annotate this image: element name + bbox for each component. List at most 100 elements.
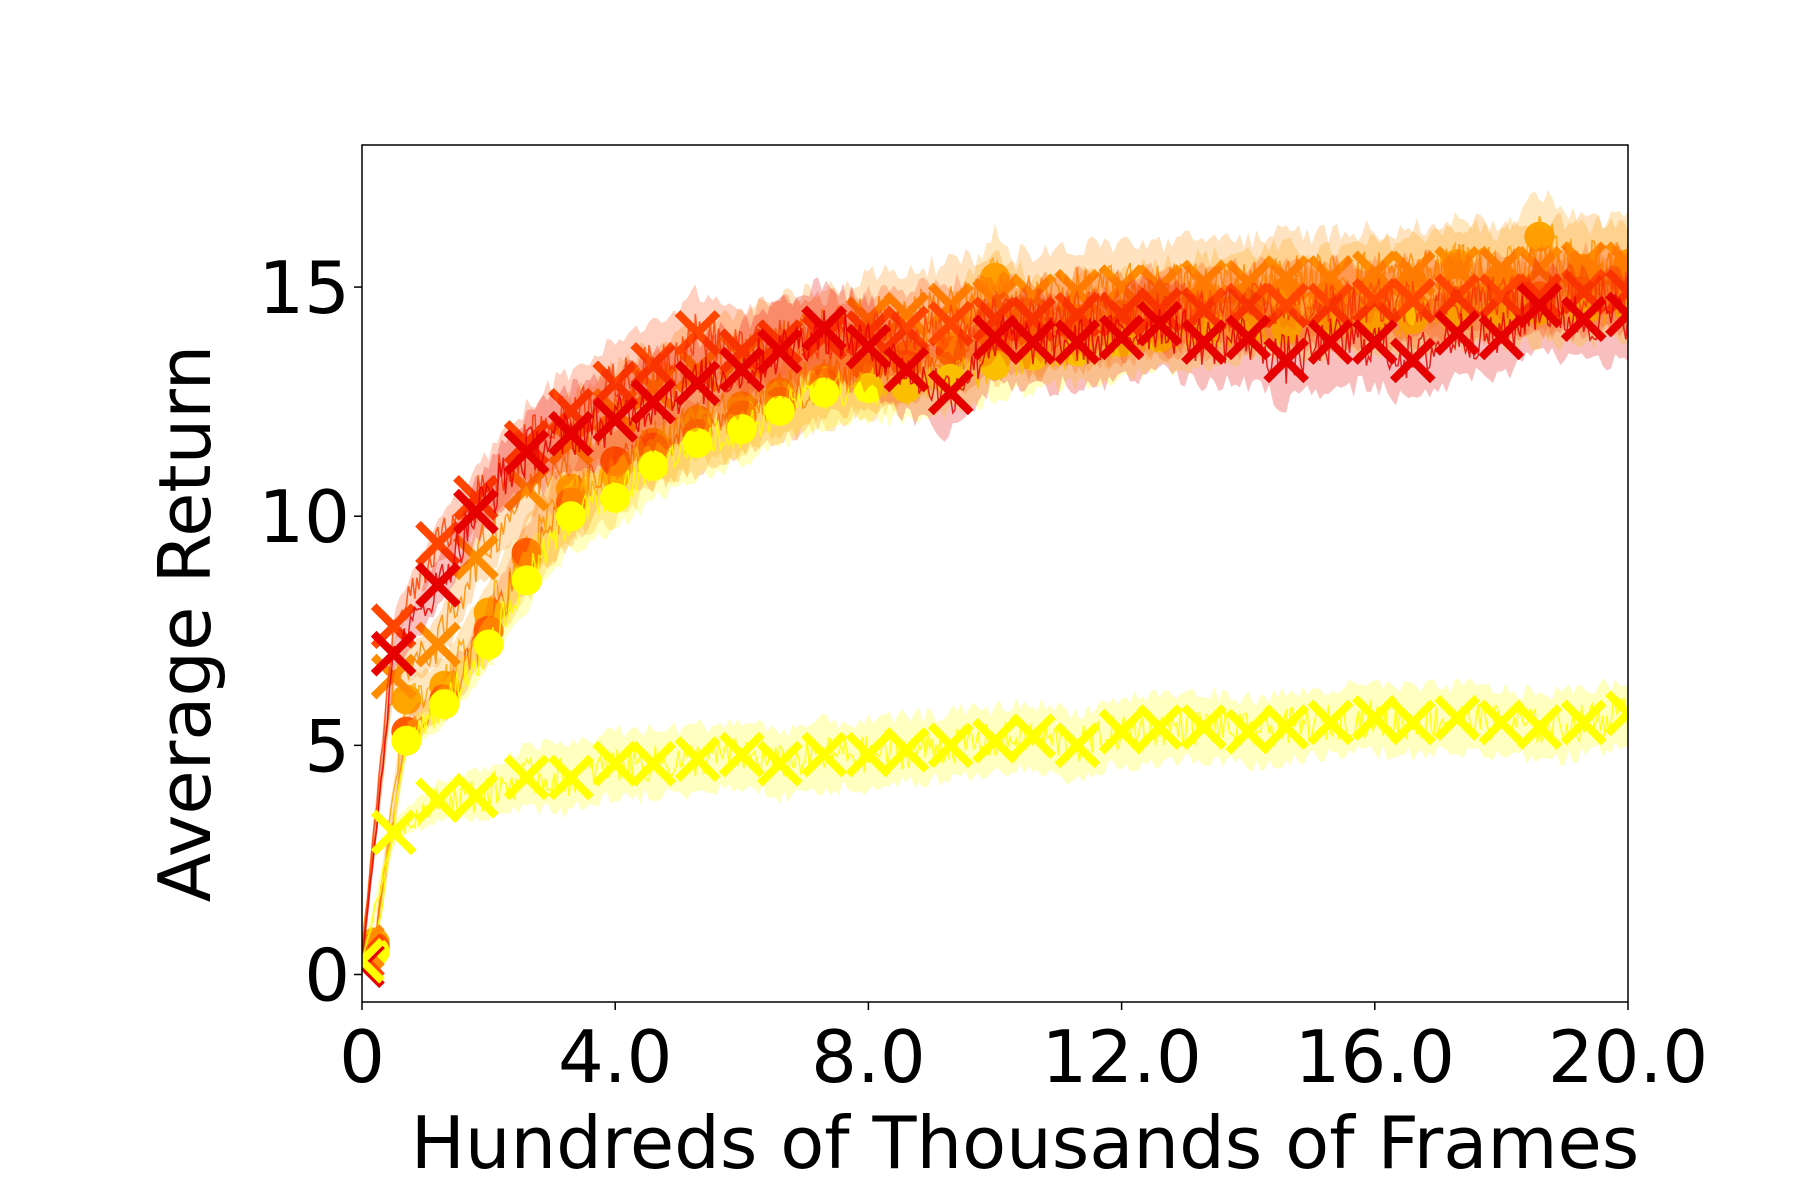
series-7-point	[1098, 708, 1145, 755]
series-7-point	[972, 717, 1018, 764]
y-axis-label: Average Return	[143, 345, 227, 902]
y-tick-label: 5	[304, 704, 350, 788]
series-5-point	[718, 328, 765, 375]
series-5-point	[1478, 273, 1525, 320]
series-4-point	[453, 534, 499, 581]
series-6-point	[883, 346, 930, 393]
series-3-point	[726, 414, 757, 445]
series-7-point	[362, 937, 385, 984]
series-7-point	[592, 740, 639, 787]
series-7-point	[415, 777, 461, 824]
series-6-point	[592, 397, 639, 443]
series-7-point	[1307, 699, 1354, 746]
series-3-point	[980, 349, 1010, 380]
x-tick-label: 8.0	[811, 1015, 926, 1099]
series-7-point	[630, 740, 677, 787]
series-6	[362, 256, 1628, 989]
series-4-point	[415, 621, 461, 668]
series-3-point	[391, 725, 422, 756]
series-6-point	[801, 305, 847, 352]
series-5-point	[1434, 273, 1480, 320]
series-6-point	[1605, 291, 1628, 338]
y-tick-label: 10	[258, 475, 350, 559]
series-5-point	[415, 520, 461, 567]
series-7-point	[1351, 695, 1398, 741]
series-5-point	[630, 342, 677, 388]
series-3-point	[473, 629, 504, 660]
series-7-point	[1389, 699, 1436, 746]
series-4-point	[362, 924, 385, 970]
x-axis-label: Hundreds of Thousands of Frames	[411, 1101, 1640, 1185]
series-6-point	[674, 360, 721, 407]
series-6-point	[1478, 314, 1525, 361]
series-7-point	[1516, 704, 1563, 750]
axes-ticks: 0 4.0 8.0 12.0 16.0 20.0 0 5 10 15	[258, 246, 1708, 1099]
plot-area	[362, 190, 1628, 989]
series-7-point	[548, 754, 594, 801]
series-7-point	[927, 722, 974, 769]
series-6-point	[927, 369, 974, 416]
series-6-point	[1054, 319, 1101, 365]
series-3-point	[555, 501, 586, 532]
series-5-point	[1263, 282, 1310, 329]
series-6-point	[415, 562, 461, 608]
series-7-point	[718, 731, 765, 778]
plot-frame	[361, 144, 1629, 1003]
series-6-point	[1351, 319, 1398, 365]
series-2-band	[362, 243, 1628, 962]
series-7-point	[1225, 708, 1272, 755]
series-5-point	[1307, 282, 1354, 329]
series-6-point	[503, 429, 550, 475]
series-1-point	[1524, 221, 1555, 252]
series-6-point	[1389, 337, 1436, 384]
series-7-point	[1010, 713, 1056, 760]
series-7-point	[1560, 699, 1607, 746]
series-3-point	[853, 372, 884, 403]
series-7-point	[370, 809, 417, 856]
series-6-point	[1225, 314, 1272, 361]
series-3-point	[1271, 313, 1302, 344]
series-7-point	[883, 727, 930, 773]
series-6-point	[1263, 337, 1310, 384]
y-tick-label: 0	[304, 934, 350, 1018]
series-7	[362, 678, 1628, 984]
series-7-point	[1136, 704, 1183, 750]
y-tick-label: 15	[258, 246, 350, 330]
series-6-point	[972, 314, 1018, 361]
series-7-point	[1478, 699, 1525, 746]
series-5-point	[927, 300, 974, 347]
x-tick-label: 20.0	[1548, 1015, 1708, 1099]
series-6-point	[630, 378, 677, 425]
series-3-point	[600, 482, 631, 513]
series-3-point	[511, 565, 542, 596]
series-6-point	[1434, 310, 1480, 356]
series-7-point	[1263, 704, 1310, 750]
series-6-point	[1560, 296, 1607, 342]
series-5-point	[592, 360, 639, 407]
series-7-point	[1434, 695, 1480, 741]
series-4-point	[883, 291, 930, 338]
series-6-point	[718, 346, 765, 393]
x-tick-label: 0	[339, 1015, 385, 1099]
series-7-point	[1181, 704, 1227, 750]
series-5-band	[362, 241, 1628, 966]
series-3-point	[809, 377, 840, 408]
series-3-point	[429, 689, 460, 720]
series-3-band	[362, 265, 1628, 965]
x-tick-label: 16.0	[1295, 1015, 1455, 1099]
series-7-point	[503, 754, 550, 801]
series-7-point	[674, 736, 721, 782]
series-3-point	[682, 427, 713, 458]
series-6-point	[845, 323, 892, 370]
series-7-point	[453, 772, 499, 819]
series-7-point	[845, 731, 892, 778]
series-6-point	[1516, 282, 1563, 329]
series-7-point	[1054, 722, 1101, 769]
series-6-point	[370, 630, 417, 677]
series-5-point	[972, 296, 1018, 342]
series-6-point	[1307, 319, 1354, 365]
series-6-point	[453, 488, 499, 535]
series-6-point	[548, 410, 594, 457]
series-7-point	[1605, 690, 1628, 737]
